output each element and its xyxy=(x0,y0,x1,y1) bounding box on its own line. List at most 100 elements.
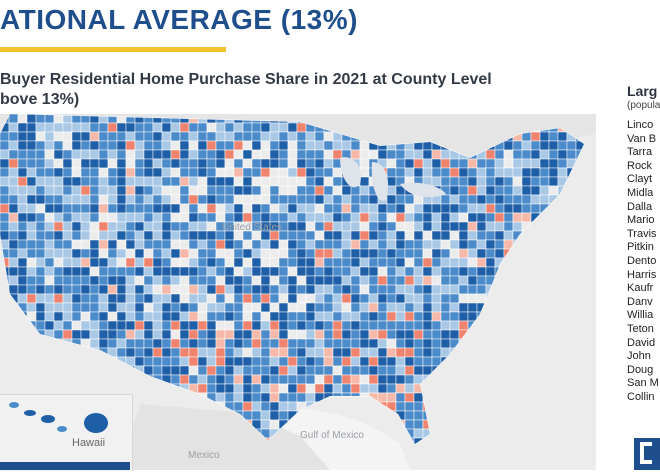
county-cell[interactable] xyxy=(215,212,226,223)
county-cell[interactable] xyxy=(476,248,487,259)
county-cell[interactable] xyxy=(125,275,136,286)
county-cell[interactable] xyxy=(440,248,451,259)
county-cell[interactable] xyxy=(278,158,289,169)
county-cell[interactable] xyxy=(260,185,271,196)
county-cell[interactable] xyxy=(449,293,460,304)
county-cell[interactable] xyxy=(359,239,370,250)
county-cell[interactable] xyxy=(359,248,370,259)
county-cell[interactable] xyxy=(332,374,343,385)
county-cell[interactable] xyxy=(359,275,370,286)
county-cell[interactable] xyxy=(278,131,289,142)
county-cell[interactable] xyxy=(449,311,460,322)
county-cell[interactable] xyxy=(503,185,514,196)
county-cell[interactable] xyxy=(467,221,478,232)
county-cell[interactable] xyxy=(152,356,163,367)
county-cell[interactable] xyxy=(449,320,460,331)
county-cell[interactable] xyxy=(341,284,352,295)
county-cell[interactable] xyxy=(206,374,217,385)
county-cell[interactable] xyxy=(206,221,217,232)
county-cell[interactable] xyxy=(143,185,154,196)
county-cell[interactable] xyxy=(269,419,280,430)
county-cell[interactable] xyxy=(80,302,91,313)
county-cell[interactable] xyxy=(251,320,262,331)
county-cell[interactable] xyxy=(269,392,280,403)
county-cell[interactable] xyxy=(251,194,262,205)
county-cell[interactable] xyxy=(314,194,325,205)
county-cell[interactable] xyxy=(125,158,136,169)
county-cell[interactable] xyxy=(206,230,217,241)
county-cell[interactable] xyxy=(26,293,37,304)
county-cell[interactable] xyxy=(449,185,460,196)
county-cell[interactable] xyxy=(0,149,10,160)
county-cell[interactable] xyxy=(404,329,415,340)
county-cell[interactable] xyxy=(368,302,379,313)
county-cell[interactable] xyxy=(152,122,163,133)
county-cell[interactable] xyxy=(134,284,145,295)
county-cell[interactable] xyxy=(233,239,244,250)
county-cell[interactable] xyxy=(485,185,496,196)
county-cell[interactable] xyxy=(224,374,235,385)
county-cell[interactable] xyxy=(152,320,163,331)
county-cell[interactable] xyxy=(287,203,298,214)
county-cell[interactable] xyxy=(71,158,82,169)
county-cell[interactable] xyxy=(197,293,208,304)
county-cell[interactable] xyxy=(368,293,379,304)
county-cell[interactable] xyxy=(242,131,253,142)
county-cell[interactable] xyxy=(53,185,64,196)
county-cell[interactable] xyxy=(350,275,361,286)
county-cell[interactable] xyxy=(161,365,172,376)
county-cell[interactable] xyxy=(161,221,172,232)
county-cell[interactable] xyxy=(152,194,163,205)
county-cell[interactable] xyxy=(377,203,388,214)
county-cell[interactable] xyxy=(35,311,46,322)
county-cell[interactable] xyxy=(467,212,478,223)
county-cell[interactable] xyxy=(278,275,289,286)
county-cell[interactable] xyxy=(431,293,442,304)
county-cell[interactable] xyxy=(215,257,226,268)
county-cell[interactable] xyxy=(269,122,280,133)
county-cell[interactable] xyxy=(107,320,118,331)
county-cell[interactable] xyxy=(431,248,442,259)
county-cell[interactable] xyxy=(116,167,127,178)
county-cell[interactable] xyxy=(17,149,28,160)
county-cell[interactable] xyxy=(278,338,289,349)
county-cell[interactable] xyxy=(89,122,100,133)
county-cell[interactable] xyxy=(422,347,433,358)
county-cell[interactable] xyxy=(143,149,154,160)
county-cell[interactable] xyxy=(17,212,28,223)
county-cell[interactable] xyxy=(341,221,352,232)
county-cell[interactable] xyxy=(215,149,226,160)
county-cell[interactable] xyxy=(359,356,370,367)
county-cell[interactable] xyxy=(521,212,532,223)
county-cell[interactable] xyxy=(368,194,379,205)
county-cell[interactable] xyxy=(242,149,253,160)
county-cell[interactable] xyxy=(161,140,172,151)
county-cell[interactable] xyxy=(323,185,334,196)
county-cell[interactable] xyxy=(287,131,298,142)
county-cell[interactable] xyxy=(179,176,190,187)
county-cell[interactable] xyxy=(233,266,244,277)
county-cell[interactable] xyxy=(494,167,505,178)
county-cell[interactable] xyxy=(197,338,208,349)
county-cell[interactable] xyxy=(260,248,271,259)
county-cell[interactable] xyxy=(269,257,280,268)
county-cell[interactable] xyxy=(278,374,289,385)
county-cell[interactable] xyxy=(206,140,217,151)
county-cell[interactable] xyxy=(0,194,10,205)
county-cell[interactable] xyxy=(134,293,145,304)
county-cell[interactable] xyxy=(494,158,505,169)
county-cell[interactable] xyxy=(125,212,136,223)
county-cell[interactable] xyxy=(170,284,181,295)
county-cell[interactable] xyxy=(413,347,424,358)
county-cell[interactable] xyxy=(8,257,19,268)
county-cell[interactable] xyxy=(413,392,424,403)
county-cell[interactable] xyxy=(188,239,199,250)
county-cell[interactable] xyxy=(98,338,109,349)
county-cell[interactable] xyxy=(422,338,433,349)
county-cell[interactable] xyxy=(413,203,424,214)
county-cell[interactable] xyxy=(152,275,163,286)
county-cell[interactable] xyxy=(260,356,271,367)
county-cell[interactable] xyxy=(440,329,451,340)
county-cell[interactable] xyxy=(404,419,415,430)
county-cell[interactable] xyxy=(44,275,55,286)
